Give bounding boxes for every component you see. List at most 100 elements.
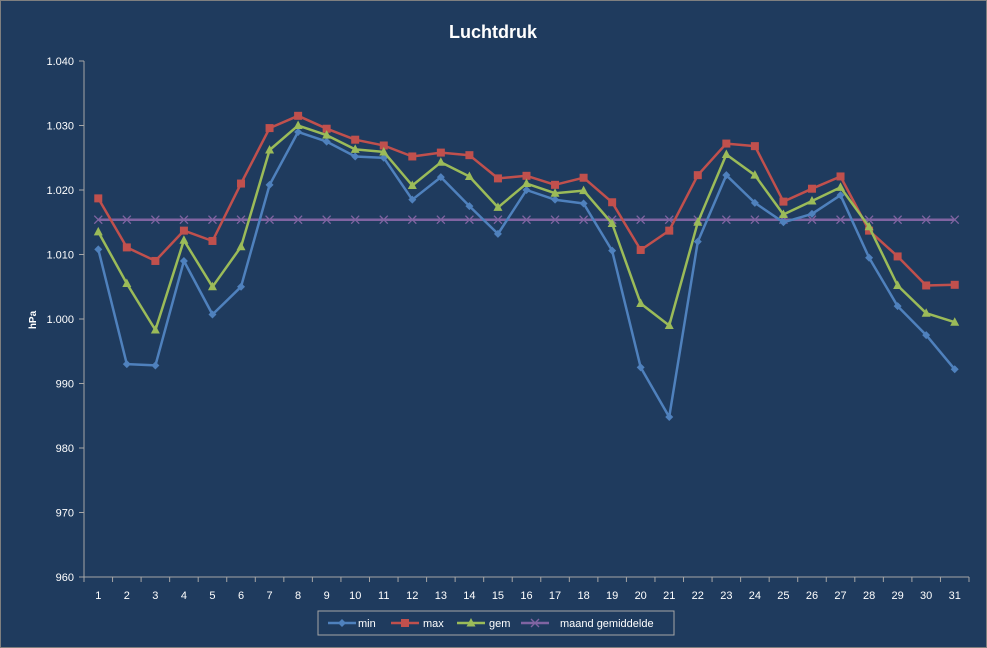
- marker-triangle: [350, 144, 360, 153]
- marker-square: [322, 124, 331, 133]
- marker-diamond: [208, 310, 217, 319]
- marker-x: [150, 215, 160, 225]
- legend: min max gem maand gemiddelde: [317, 610, 675, 636]
- marker-x: [550, 215, 560, 225]
- marker-x-stroke: [636, 215, 646, 225]
- marker-square: [608, 198, 617, 207]
- series-group: [93, 111, 960, 422]
- marker-x-stroke: [836, 215, 845, 225]
- marker-x-stroke: [150, 215, 160, 225]
- x-tick-label: 9: [324, 590, 330, 602]
- x-tick-label: 11: [378, 590, 389, 602]
- axes: [83, 61, 969, 578]
- marker-square: [893, 252, 902, 261]
- marker-square: [401, 619, 409, 627]
- marker-triangle: [721, 149, 731, 159]
- legend-label: gem: [489, 618, 510, 630]
- marker-x-stroke: [807, 215, 817, 225]
- y-tick-label: 1.040: [46, 56, 74, 68]
- marker-x: [530, 618, 540, 628]
- x-tick-label: 25: [777, 590, 789, 602]
- marker-triangle: [693, 217, 703, 226]
- marker-x-stroke: [436, 215, 446, 225]
- y-tick-label: 1.000: [46, 314, 74, 326]
- marker-square: [665, 226, 674, 235]
- marker-square: [950, 280, 959, 289]
- marker-triangle: [579, 185, 589, 195]
- marker-diamond: [693, 237, 702, 246]
- marker-square: [294, 111, 303, 120]
- marker-triangle: [322, 130, 332, 139]
- legend-label: max: [423, 618, 444, 630]
- marker-diamond: [265, 180, 274, 189]
- marker-square: [208, 236, 217, 245]
- marker-triangle: [464, 171, 474, 180]
- marker-x-stroke: [93, 215, 103, 225]
- marker-triangle: [493, 202, 503, 211]
- marker-x: [579, 215, 589, 225]
- marker-diamond: [351, 152, 360, 161]
- y-tick-label: 970: [56, 508, 74, 520]
- marker-triangle: [150, 324, 160, 334]
- marker-x-stroke: [493, 215, 503, 225]
- marker-square: [379, 141, 388, 150]
- marker-diamond: [807, 209, 816, 218]
- marker-square: [122, 243, 131, 252]
- x-tick-label: 5: [209, 590, 215, 602]
- x-tick-label: 27: [834, 590, 846, 602]
- legend-label: min: [358, 618, 376, 630]
- marker-diamond: [408, 195, 417, 204]
- marker-x: [921, 215, 931, 225]
- marker-square: [265, 124, 274, 133]
- marker-square: [865, 226, 874, 235]
- marker-square: [151, 256, 160, 265]
- marker-triangle: [207, 281, 217, 291]
- marker-triangle: [550, 188, 560, 197]
- marker-x-stroke: [407, 215, 417, 225]
- x-tick-label: 31: [949, 590, 961, 602]
- marker-diamond: [179, 256, 188, 265]
- marker-triangle: [807, 195, 817, 205]
- marker-triangle: [236, 241, 246, 251]
- marker-triangle: [436, 157, 446, 166]
- marker-x: [322, 215, 332, 225]
- marker-square: [94, 194, 103, 203]
- marker-triangle: [179, 235, 189, 244]
- marker-triangle: [407, 180, 417, 189]
- marker-x-stroke: [350, 215, 360, 225]
- x-tick-label: 19: [606, 590, 618, 602]
- marker-x-stroke: [236, 215, 246, 225]
- y-tick-label: 1.030: [46, 121, 74, 133]
- marker-triangle: [864, 221, 874, 231]
- marker-diamond: [151, 361, 160, 370]
- y-ticks: 960 970 980 990 1.000 1.010 1.020 1.030 1.040: [46, 56, 84, 584]
- marker-diamond: [893, 302, 902, 311]
- marker-triangle: [122, 278, 132, 288]
- marker-x: [179, 215, 189, 225]
- marker-x-stroke: [550, 215, 560, 225]
- marker-x: [464, 215, 474, 225]
- marker-diamond: [522, 186, 531, 194]
- x-tick-label: 26: [806, 590, 818, 602]
- marker-x: [236, 215, 246, 225]
- marker-x: [350, 215, 360, 225]
- chart-title: Luchtdruk: [449, 22, 538, 42]
- marker-x-stroke: [893, 215, 903, 225]
- marker-diamond: [322, 137, 331, 146]
- marker-x-stroke: [530, 618, 540, 628]
- x-tick-label: 29: [892, 590, 904, 602]
- marker-diamond: [779, 218, 788, 227]
- legend-box: [317, 610, 675, 636]
- marker-diamond: [922, 331, 931, 340]
- x-tick-label: 2: [124, 590, 130, 602]
- marker-x: [493, 215, 503, 225]
- marker-x-stroke: [921, 215, 931, 225]
- marker-triangle: [293, 120, 303, 129]
- marker-square: [465, 151, 474, 160]
- series-line-max: [97, 114, 955, 287]
- marker-x-stroke: [122, 215, 132, 225]
- marker-square: [237, 179, 246, 188]
- y-axis-label: hPa: [28, 310, 39, 329]
